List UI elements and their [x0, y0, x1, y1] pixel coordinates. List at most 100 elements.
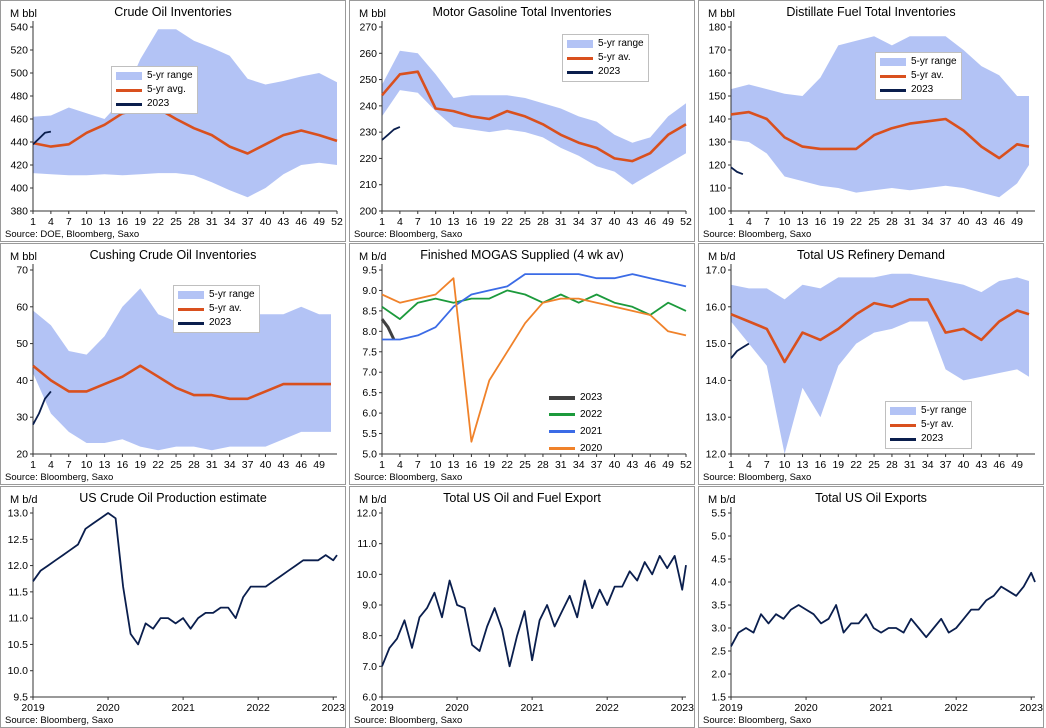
source-note: Source: Bloomberg, Saxo: [5, 715, 114, 726]
chart-distillate-fuel-inventories: 100 110 120 130 140 150 160 170 180 1 4 7 10 13 16 19 22…: [708, 21, 1035, 228]
y-tick-label: 480: [10, 91, 28, 103]
x-tick-label: 10: [81, 216, 93, 228]
x-tick-label: 52: [331, 216, 343, 228]
y-tick-label: 6.0: [362, 692, 377, 704]
x-tick-label: 4: [397, 459, 403, 471]
x-tick-label: 40: [609, 216, 621, 228]
legend-swatch: [880, 88, 906, 92]
y-tick-label: 20: [16, 449, 28, 461]
y-tick-label: 12.0: [8, 560, 29, 572]
x-tick-label: 2019: [370, 702, 394, 714]
x-tick-label: 1: [30, 216, 36, 228]
y-tick-label: 460: [10, 114, 28, 126]
series-line-2021: [382, 273, 687, 341]
panel-distillate-fuel-inventories: M bbl Distillate Fuel Total Inventories …: [698, 0, 1044, 242]
x-tick-label: 4: [397, 216, 403, 228]
y-tick-label: 13.0: [706, 412, 727, 424]
y-tick-label: 6.0: [362, 408, 377, 420]
y-tick-label: 180: [708, 22, 726, 34]
x-tick-label: 7: [415, 216, 421, 228]
y-tick-label: 120: [708, 160, 726, 172]
legend-label: 2023: [921, 433, 944, 444]
x-tick-label: 37: [940, 216, 952, 228]
x-tick-label: 16: [117, 216, 129, 228]
y-tick-label: 10.0: [8, 665, 29, 677]
x-tick-label: 46: [993, 216, 1005, 228]
x-tick-label: 1: [30, 459, 36, 471]
x-tick-label: 28: [188, 216, 200, 228]
unit-label: M bbl: [359, 8, 386, 20]
y-tick-label: 100: [708, 206, 726, 218]
x-tick-label: 37: [242, 459, 254, 471]
x-tick-label: 2019: [719, 702, 743, 714]
y-tick-label: 110: [709, 183, 726, 195]
legend-swatch: [178, 307, 204, 311]
legend-swatch: [890, 407, 916, 415]
x-tick-label: 13: [797, 459, 809, 471]
x-tick-label: 1: [379, 216, 385, 228]
chart-title: Motor Gasoline Total Inventories: [432, 5, 612, 19]
y-tick-label: 520: [10, 45, 28, 57]
x-tick-label: 2023: [1020, 702, 1043, 714]
series-line-main: [381, 555, 687, 668]
x-tick-label: 52: [680, 459, 692, 471]
source-note: Source: Bloomberg, Saxo: [703, 715, 812, 726]
y-tick-label: 11.0: [8, 613, 28, 625]
x-tick-label: 2022: [247, 702, 271, 714]
legend-label: 2023: [209, 317, 232, 328]
legend-label: 2020: [580, 443, 603, 454]
unit-label: M bbl: [708, 8, 735, 20]
series-line-2023: [380, 318, 396, 341]
x-tick-label: 43: [278, 216, 290, 228]
x-tick-label: 22: [501, 216, 513, 228]
y-tick-label: 50: [16, 338, 28, 350]
x-tick-label: 46: [295, 459, 307, 471]
y-tick-label: 7.5: [362, 346, 377, 358]
x-tick-label: 22: [152, 459, 164, 471]
legend-label: 2021: [580, 426, 603, 437]
legend-swatch: [549, 430, 575, 433]
x-tick-label: 43: [278, 459, 290, 471]
x-tick-label: 16: [815, 459, 827, 471]
series-line-5-yr-av-: [32, 364, 331, 401]
x-tick-label: 25: [868, 216, 880, 228]
x-tick-label: 25: [519, 459, 531, 471]
x-tick-label: 49: [662, 216, 674, 228]
x-tick-label: 49: [662, 459, 674, 471]
chart-us-crude-production: 9.5 10.0 10.5 11.0 11.5 12.0 12.5 13.0 2019 2020 2…: [8, 507, 345, 714]
x-tick-label: 4: [48, 216, 54, 228]
x-tick-label: 13: [448, 459, 460, 471]
y-tick-label: 2.0: [711, 669, 726, 681]
x-tick-label: 2020: [96, 702, 120, 714]
x-tick-label: 34: [573, 459, 585, 471]
y-tick-label: 4.5: [711, 554, 726, 566]
legend: 5-yr range 5-yr avg. 2023: [111, 66, 198, 114]
legend-swatch: [880, 74, 906, 78]
y-tick-label: 200: [359, 206, 377, 218]
y-tick-label: 9.5: [13, 692, 28, 704]
y-tick-label: 16.0: [706, 301, 727, 313]
y-tick-label: 210: [359, 179, 377, 191]
y-tick-label: 7.0: [362, 661, 377, 673]
x-tick-label: 34: [573, 216, 585, 228]
x-tick-label: 43: [627, 459, 639, 471]
y-tick-label: 9.0: [362, 600, 377, 612]
source-note: Source: Bloomberg, Saxo: [703, 472, 812, 483]
y-tick-label: 380: [10, 206, 28, 218]
legend-swatch: [549, 413, 575, 416]
x-tick-label: 7: [66, 216, 72, 228]
x-tick-label: 10: [779, 216, 791, 228]
y-tick-label: 17.0: [706, 265, 727, 277]
x-tick-label: 40: [958, 459, 970, 471]
y-tick-label: 8.0: [362, 326, 377, 338]
range-band: [731, 273, 1029, 454]
legend-swatch: [890, 423, 916, 427]
y-tick-label: 10.0: [357, 569, 378, 581]
y-tick-label: 6.5: [362, 387, 377, 399]
panel-us-crude-production: M b/d US Crude Oil Production estimate 9…: [0, 486, 346, 728]
x-tick-label: 16: [815, 216, 827, 228]
source-note: Source: DOE, Bloomberg, Saxo: [5, 229, 140, 240]
unit-label: M b/d: [708, 251, 736, 263]
y-tick-label: 440: [10, 137, 28, 149]
y-tick-label: 5.0: [362, 449, 377, 461]
